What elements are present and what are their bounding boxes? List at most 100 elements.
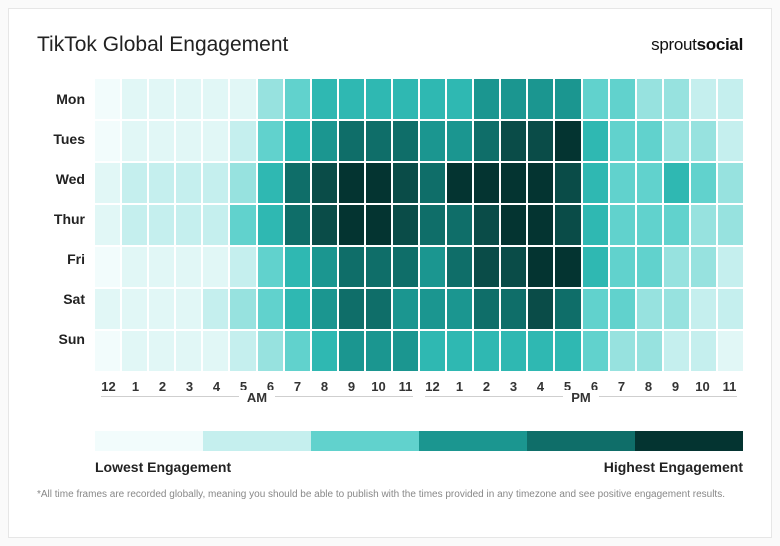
day-axis: MonTuesWedThurFriSatSun (37, 79, 95, 371)
heat-cell (447, 121, 472, 161)
heat-cell (664, 121, 689, 161)
brand-logo: sproutsocial (651, 35, 743, 55)
heat-cell (95, 289, 120, 329)
heat-cell (122, 331, 147, 371)
heat-cell (610, 79, 635, 119)
heat-cell (312, 205, 337, 245)
period-am: AM (95, 398, 419, 413)
heat-cell (393, 79, 418, 119)
heat-cell (393, 163, 418, 203)
heat-cell (637, 205, 662, 245)
hour-label: 8 (635, 379, 662, 394)
heat-cell (637, 79, 662, 119)
heat-cell (447, 79, 472, 119)
heat-cell (230, 331, 255, 371)
heat-cell (176, 163, 201, 203)
heat-cell (501, 247, 526, 287)
heat-cell (366, 289, 391, 329)
heat-cell (691, 289, 716, 329)
heat-cell (637, 331, 662, 371)
heat-cell (420, 331, 445, 371)
heat-cell (285, 79, 310, 119)
heat-cell (555, 289, 580, 329)
heat-cell (203, 163, 228, 203)
heat-cell (258, 79, 283, 119)
heat-cell (312, 247, 337, 287)
heat-cell (203, 289, 228, 329)
legend-swatch (419, 431, 527, 451)
heat-cell (285, 289, 310, 329)
heat-cell (610, 163, 635, 203)
heat-cell (258, 289, 283, 329)
heat-cell (285, 163, 310, 203)
heat-cell (339, 121, 364, 161)
day-label: Sat (37, 279, 95, 319)
heat-cell (555, 331, 580, 371)
hour-label: 9 (662, 379, 689, 394)
heat-cell (501, 121, 526, 161)
heat-cell (583, 205, 608, 245)
legend-swatch (311, 431, 419, 451)
day-label: Thur (37, 199, 95, 239)
heat-cell (637, 121, 662, 161)
heat-cell (339, 163, 364, 203)
heat-cell (420, 121, 445, 161)
hour-label: 3 (176, 379, 203, 394)
heat-cell (420, 247, 445, 287)
heat-cell (501, 289, 526, 329)
heat-cell (258, 121, 283, 161)
heat-cell (664, 331, 689, 371)
heat-cell (339, 331, 364, 371)
heat-cell (637, 289, 662, 329)
hour-label: 7 (608, 379, 635, 394)
heat-cell (366, 79, 391, 119)
period-pm: PM (419, 398, 743, 413)
heat-cell (555, 163, 580, 203)
heatmap-grid (95, 79, 743, 371)
heat-cell (691, 247, 716, 287)
heat-cell (528, 79, 553, 119)
heat-cell (718, 121, 743, 161)
heat-cell (664, 205, 689, 245)
heat-cell (95, 79, 120, 119)
heat-cell (149, 163, 174, 203)
heat-cell (366, 121, 391, 161)
heat-cell (203, 205, 228, 245)
heat-cell (610, 205, 635, 245)
heat-cell (393, 331, 418, 371)
heat-cell (555, 247, 580, 287)
hour-label: 10 (689, 379, 716, 394)
heat-cell (610, 247, 635, 287)
heatmap-area: MonTuesWedThurFriSatSun (37, 79, 743, 371)
heat-cell (312, 289, 337, 329)
header: TikTok Global Engagement sproutsocial (37, 33, 743, 57)
heat-cell (583, 247, 608, 287)
heat-cell (203, 121, 228, 161)
heat-cell (312, 121, 337, 161)
heat-cell (718, 331, 743, 371)
heat-cell (95, 331, 120, 371)
heat-cell (366, 331, 391, 371)
hour-axis: 121234567891011121234567891011 (95, 379, 743, 394)
heat-cell (637, 163, 662, 203)
heat-cell (718, 289, 743, 329)
heat-cell (474, 247, 499, 287)
heat-cell (528, 247, 553, 287)
legend-high: Highest Engagement (604, 459, 743, 475)
heat-cell (149, 331, 174, 371)
heat-cell (122, 121, 147, 161)
heat-cell (583, 121, 608, 161)
hour-label: 11 (716, 379, 743, 394)
heat-cell (718, 205, 743, 245)
heat-cell (420, 79, 445, 119)
heat-cell (339, 79, 364, 119)
heat-cell (420, 205, 445, 245)
heat-cell (718, 163, 743, 203)
heat-cell (555, 205, 580, 245)
heat-cell (230, 79, 255, 119)
heat-cell (312, 163, 337, 203)
footnote: *All time frames are recorded globally, … (37, 489, 743, 500)
hour-label: 1 (446, 379, 473, 394)
heat-cell (447, 163, 472, 203)
heat-cell (393, 247, 418, 287)
